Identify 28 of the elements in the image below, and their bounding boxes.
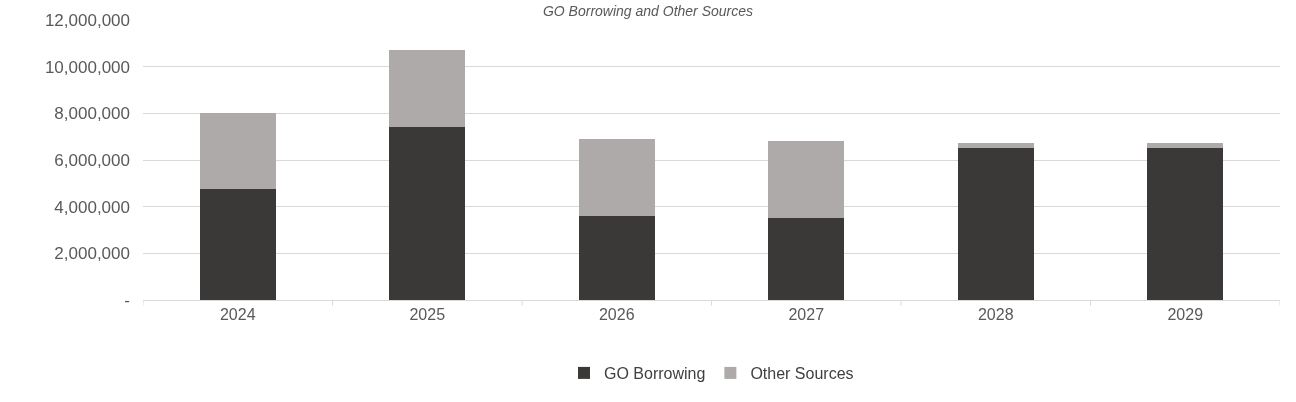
legend-label: Other Sources [750, 365, 854, 383]
x-tick-label: 2027 [788, 306, 825, 324]
bar [199, 113, 276, 190]
x-tick-label: 2029 [1167, 306, 1204, 324]
bar [768, 217, 845, 300]
x-tick-label: 2025 [409, 306, 446, 324]
y-tick-label: - [124, 290, 130, 310]
y-tick-label: 4,000,000 [54, 197, 130, 217]
y-tick-label: 8,000,000 [54, 104, 130, 124]
chart-title: GO Borrowing and Other Sources [542, 2, 754, 19]
x-tick-label: 2026 [598, 306, 635, 324]
y-tick-label: 2,000,000 [54, 244, 130, 264]
legend-label: GO Borrowing [604, 365, 706, 383]
bar [578, 215, 655, 300]
bar [578, 138, 655, 216]
bar [957, 142, 1034, 148]
y-tick-label: 12,000,000 [44, 10, 130, 30]
y-tick-label: 6,000,000 [54, 150, 130, 170]
x-tick-label: 2028 [977, 306, 1014, 324]
bar [389, 50, 466, 127]
bar [1147, 142, 1224, 148]
bar [199, 189, 276, 300]
bar [1147, 147, 1224, 300]
y-tick-label: 10,000,000 [44, 57, 130, 77]
x-tick-label: 2024 [219, 306, 256, 324]
bar [957, 147, 1034, 300]
bar [768, 141, 845, 218]
bar [389, 126, 466, 300]
